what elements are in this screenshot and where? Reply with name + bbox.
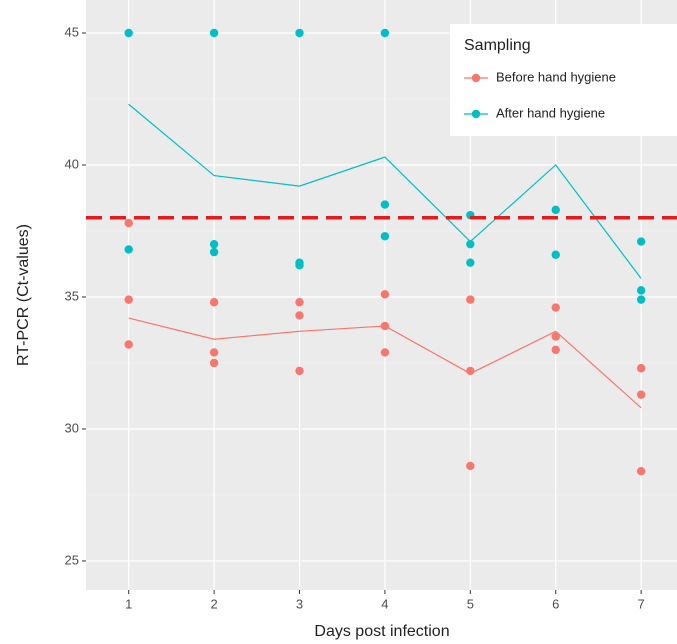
point — [466, 367, 474, 375]
x-tick-label: 6 — [552, 596, 559, 611]
point — [552, 332, 560, 340]
y-tick-label: 30 — [65, 420, 79, 435]
point — [295, 367, 303, 375]
x-tick-label: 5 — [467, 596, 474, 611]
point — [295, 311, 303, 319]
point — [125, 340, 133, 348]
x-tick-label: 4 — [381, 596, 388, 611]
point — [210, 240, 218, 248]
point — [637, 295, 645, 303]
point — [295, 29, 303, 37]
x-axis-title: Days post infection — [314, 623, 449, 640]
point — [637, 364, 645, 372]
chart: Days post infection RT-PCR (Ct-values) 2… — [0, 0, 677, 644]
legend-text: After hand hygiene — [496, 105, 605, 120]
y-tick-label: 45 — [65, 24, 79, 39]
legend: Sampling Before hand hygiene After hand h… — [450, 24, 677, 136]
legend-key-point — [472, 74, 480, 82]
point — [381, 290, 389, 298]
point — [637, 237, 645, 245]
point — [295, 261, 303, 269]
point — [381, 232, 389, 240]
point — [210, 248, 218, 256]
point — [466, 462, 474, 470]
point — [466, 258, 474, 266]
point — [125, 29, 133, 37]
legend-key-point — [472, 110, 480, 118]
point — [125, 245, 133, 253]
point — [466, 295, 474, 303]
point — [125, 295, 133, 303]
point — [125, 219, 133, 227]
point — [552, 303, 560, 311]
y-tick-label: 40 — [65, 156, 79, 171]
point — [466, 240, 474, 248]
point — [295, 298, 303, 306]
point — [637, 286, 645, 294]
point — [552, 251, 560, 259]
point — [552, 206, 560, 214]
legend-text: Before hand hygiene — [496, 69, 616, 84]
y-axis-title: RT-PCR (Ct-values) — [15, 224, 32, 366]
point — [637, 467, 645, 475]
point — [381, 348, 389, 356]
x-tick-label: 1 — [125, 596, 132, 611]
legend-title: Sampling — [464, 37, 531, 54]
point — [210, 29, 218, 37]
point — [381, 200, 389, 208]
y-tick-label: 25 — [65, 552, 79, 567]
point — [552, 346, 560, 354]
x-tick-label: 7 — [638, 596, 645, 611]
point — [637, 390, 645, 398]
point — [210, 348, 218, 356]
x-tick-label: 3 — [296, 596, 303, 611]
point — [381, 322, 389, 330]
point — [381, 29, 389, 37]
point — [210, 359, 218, 367]
point — [210, 298, 218, 306]
x-tick-label: 2 — [210, 596, 217, 611]
y-tick-label: 35 — [65, 288, 79, 303]
